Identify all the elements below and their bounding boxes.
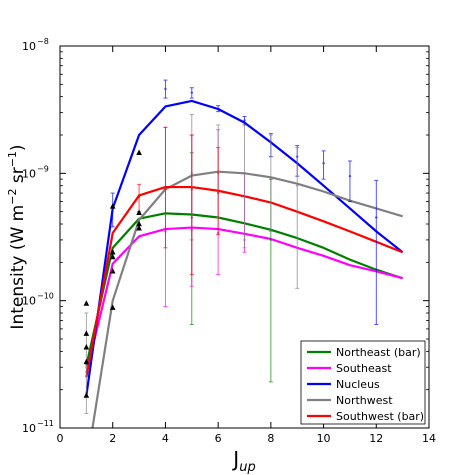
observed-point xyxy=(83,344,90,350)
x-axis-title-main: J xyxy=(231,447,239,471)
observed-point xyxy=(109,203,116,209)
legend-box xyxy=(300,340,426,425)
y-tick-label: 10 xyxy=(22,422,36,435)
y-axis-title-prefix: Intensity (W m xyxy=(8,205,28,330)
y-axis-title: Intensity (W m−2 sr−1) xyxy=(6,144,28,329)
observed-point xyxy=(109,304,116,310)
error-bar-nucleus-9 xyxy=(374,179,379,325)
x-axis-title-sub: up xyxy=(239,460,256,475)
error-bar-northwest-3 xyxy=(242,124,247,249)
y-axis-title-suffix: ) xyxy=(8,144,28,151)
legend-item-southeast: Southeast xyxy=(307,362,392,375)
y-axis-title-exp2: −1 xyxy=(6,151,19,167)
x-tick-label: 12 xyxy=(369,432,383,445)
legend-label: Southwest (bar) xyxy=(336,410,424,423)
plot-frame xyxy=(59,45,430,429)
observed-point xyxy=(83,300,90,306)
y-axis-title-middle: sr xyxy=(8,167,28,188)
legend-item-northeast-bar: Northeast (bar) xyxy=(307,346,421,359)
error-bar-southwest-bar-1 xyxy=(163,126,168,249)
x-tick-label: 6 xyxy=(215,432,222,445)
y-tick-label: 10 xyxy=(22,167,36,180)
observed-point xyxy=(83,330,90,336)
errorbar-layer xyxy=(84,79,379,414)
observed-point xyxy=(83,392,90,398)
x-tick-label: 2 xyxy=(109,432,116,445)
x-tick-label: 14 xyxy=(422,432,436,445)
observed-points-layer xyxy=(83,149,142,398)
legend-label: Nucleus xyxy=(336,378,380,391)
observed-point xyxy=(136,149,142,155)
error-bar-northwest-5 xyxy=(295,146,300,289)
observed-point xyxy=(83,358,90,365)
error-bar-southwest-bar-3 xyxy=(216,146,221,236)
error-bar-nucleus-7 xyxy=(321,150,326,180)
x-axis-title: Jup xyxy=(231,447,255,475)
observed-point xyxy=(136,209,142,215)
legend-label: Southeast xyxy=(336,362,392,375)
y-tick-label: 10 xyxy=(22,295,36,308)
x-axis: 0 2 4 6 8 10 12 14 xyxy=(57,46,436,445)
legend-item-nucleus: Nucleus xyxy=(307,378,380,391)
error-bar-nucleus-8 xyxy=(347,160,352,203)
y-tick-label-exponent: −11 xyxy=(37,419,54,428)
observed-point xyxy=(109,248,116,255)
y-tick-label-exponent: −9 xyxy=(37,164,49,173)
legend: Northeast (bar) Southeast Nucleus Northwest… xyxy=(300,340,426,425)
x-tick-label: 4 xyxy=(162,432,169,445)
y-axis-title-exp1: −2 xyxy=(6,189,19,205)
x-tick-label: 0 xyxy=(57,432,64,445)
error-bar-nucleus-3 xyxy=(216,105,221,113)
y-tick-label-exponent: −10 xyxy=(37,292,54,301)
observed-point xyxy=(136,220,142,227)
legend-label: Northwest xyxy=(336,394,393,407)
legend-item-northwest: Northwest xyxy=(307,394,393,407)
error-bar-nucleus-2 xyxy=(189,87,194,99)
y-tick-label: 10 xyxy=(22,40,36,53)
observed-point xyxy=(109,253,116,260)
error-bar-nucleus-1 xyxy=(163,79,168,99)
error-bar-southwest-bar-2 xyxy=(189,134,194,276)
error-bar-northwest-4 xyxy=(268,134,273,232)
x-tick-label: 10 xyxy=(317,432,331,445)
legend-label: Northeast (bar) xyxy=(336,346,421,359)
observed-point xyxy=(109,268,116,274)
x-tick-label: 8 xyxy=(267,432,274,445)
legend-item-southwest-bar: Southwest (bar) xyxy=(307,410,424,423)
observed-point xyxy=(136,225,142,231)
y-tick-label-exponent: −8 xyxy=(37,37,49,46)
